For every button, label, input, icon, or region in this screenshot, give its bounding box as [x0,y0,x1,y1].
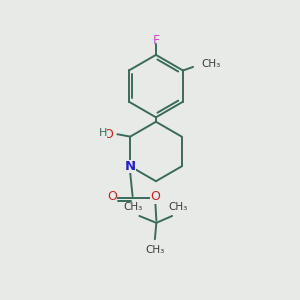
Text: H: H [98,128,107,138]
Text: CH₃: CH₃ [201,59,220,69]
Text: O: O [150,190,160,203]
Text: N: N [125,160,136,173]
Text: CH₃: CH₃ [168,202,188,212]
Text: F: F [152,34,160,47]
Text: O: O [107,190,117,203]
Text: CH₃: CH₃ [124,202,143,212]
Text: CH₃: CH₃ [145,245,164,255]
Text: O: O [103,128,113,141]
